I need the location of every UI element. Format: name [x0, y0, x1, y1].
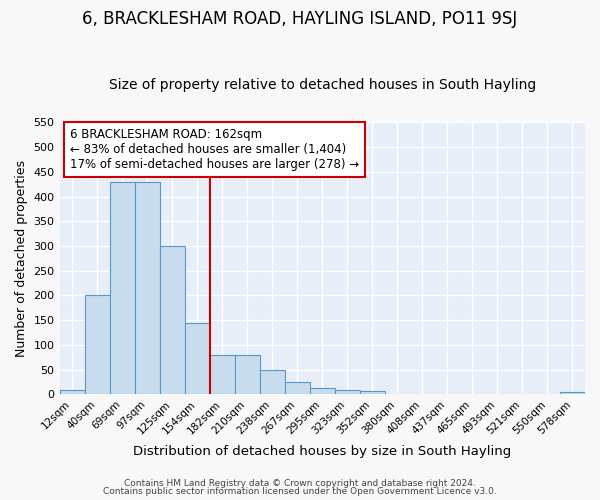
Bar [59, 390, 85, 394]
Bar [360, 392, 385, 394]
Text: 6, BRACKLESHAM ROAD, HAYLING ISLAND, PO11 9SJ: 6, BRACKLESHAM ROAD, HAYLING ISLAND, PO1… [82, 10, 518, 28]
Y-axis label: Number of detached properties: Number of detached properties [15, 160, 28, 357]
Bar [134, 182, 160, 394]
Bar [85, 296, 110, 394]
Bar [235, 355, 260, 395]
Bar [110, 182, 134, 394]
Text: Contains HM Land Registry data © Crown copyright and database right 2024.: Contains HM Land Registry data © Crown c… [124, 478, 476, 488]
X-axis label: Distribution of detached houses by size in South Hayling: Distribution of detached houses by size … [133, 444, 511, 458]
Bar [260, 370, 285, 394]
Bar [185, 322, 209, 394]
Bar [310, 388, 335, 394]
Text: Contains public sector information licensed under the Open Government Licence v3: Contains public sector information licen… [103, 487, 497, 496]
Bar [285, 382, 310, 394]
Bar [335, 390, 360, 394]
Title: Size of property relative to detached houses in South Hayling: Size of property relative to detached ho… [109, 78, 536, 92]
Bar [209, 355, 235, 395]
Bar [560, 392, 585, 394]
Text: 6 BRACKLESHAM ROAD: 162sqm
← 83% of detached houses are smaller (1,404)
17% of s: 6 BRACKLESHAM ROAD: 162sqm ← 83% of deta… [70, 128, 359, 171]
Bar [160, 246, 185, 394]
